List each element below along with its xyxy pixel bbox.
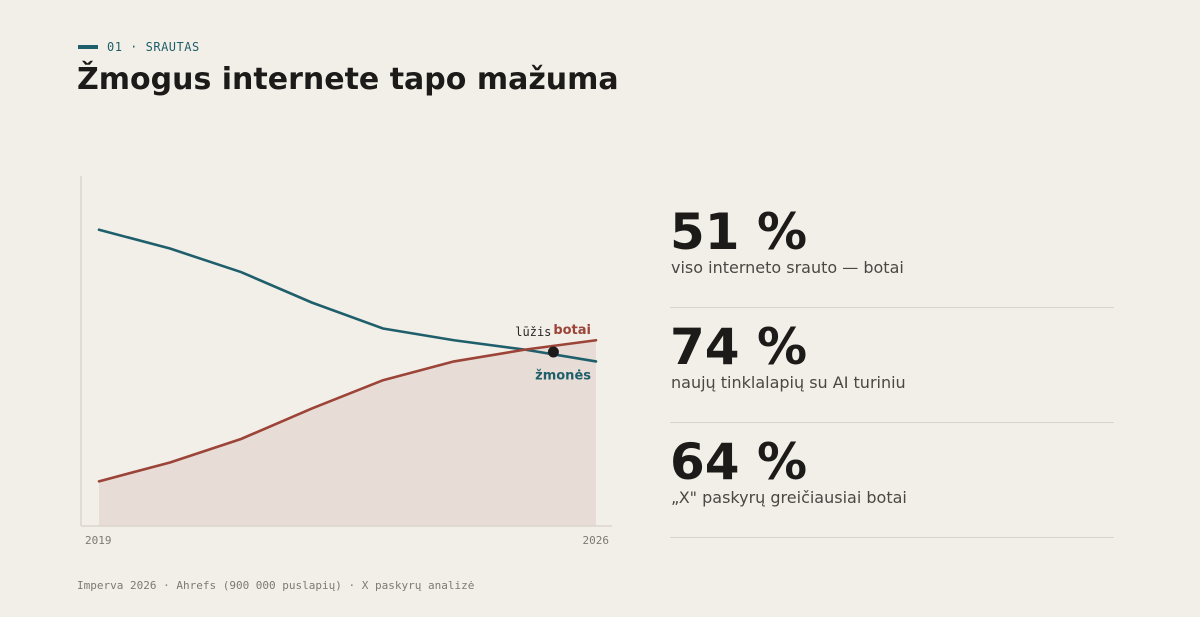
eyebrow-label: 01 · SRAUTAS <box>107 40 200 54</box>
section-eyebrow: 01 · SRAUTAS <box>78 40 200 54</box>
crossover-label: lūžis <box>515 325 551 339</box>
stat-description: naujų tinklalapių su AI turiniu <box>671 373 906 392</box>
stat-divider <box>670 307 1114 308</box>
stat-divider <box>670 537 1114 538</box>
page-title: Žmogus internete tapo mažuma <box>77 62 619 97</box>
stat-item: 74 % naujų tinklalapių su AI turiniu <box>670 307 1114 423</box>
crossover-point <box>547 346 559 358</box>
series-line-0 <box>97 228 598 363</box>
x-tick-label: 2026 <box>583 534 610 547</box>
stat-divider <box>670 422 1114 423</box>
series-label-botai: botai <box>553 323 591 338</box>
series-line-1 <box>97 338 598 483</box>
x-tick-label: 2019 <box>85 534 112 547</box>
stat-description: viso interneto srauto — botai <box>671 258 904 277</box>
stat-item: 51 % viso interneto srauto — botai <box>670 192 1114 308</box>
stat-description: „X" paskyrų greičiausiai botai <box>671 488 907 507</box>
stats-panel: 51 % viso interneto srauto — botai 74 % … <box>670 192 1114 538</box>
series-label-zmones: žmonės <box>535 368 591 383</box>
stat-value: 64 % <box>670 433 808 491</box>
eyebrow-accent-bar <box>78 45 98 49</box>
chart: botai žmonės lūžis 2019 2026 <box>0 0 640 570</box>
stat-value: 51 % <box>670 203 808 261</box>
stat-value: 74 % <box>670 318 808 376</box>
source-note: Imperva 2026 · Ahrefs (900 000 puslapių)… <box>77 579 475 592</box>
stat-item: 64 % „X" paskyrų greičiausiai botai <box>670 422 1114 538</box>
chart-svg: botai žmonės lūžis 2019 2026 <box>80 176 612 547</box>
series-area-1 <box>99 340 596 526</box>
